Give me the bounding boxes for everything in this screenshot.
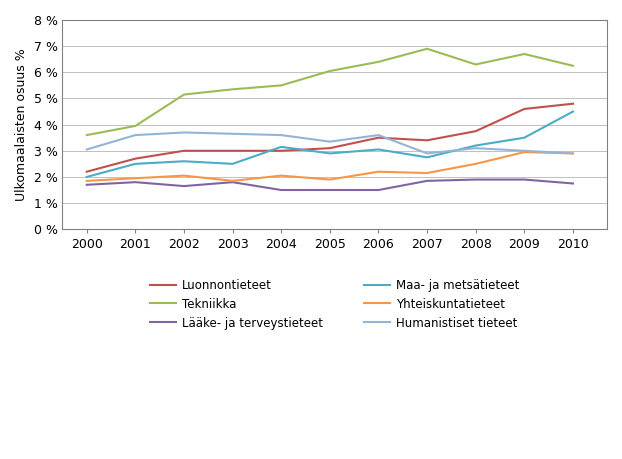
Tekniikka	[472, 62, 480, 67]
Tekniikka	[83, 132, 90, 138]
Tekniikka	[521, 51, 528, 57]
Maa- ja metsätieteet	[83, 174, 90, 179]
Yhteiskuntatieteet	[472, 161, 480, 167]
Lääke- ja terveystieteet	[472, 177, 480, 182]
Yhteiskuntatieteet	[569, 151, 577, 156]
Maa- ja metsätieteet	[424, 155, 431, 160]
Luonnontieteet	[521, 106, 528, 112]
Yhteiskuntatieteet	[83, 178, 90, 184]
Tekniikka	[424, 46, 431, 51]
Maa- ja metsätieteet	[521, 135, 528, 140]
Humanistiset tieteet	[424, 151, 431, 156]
Y-axis label: Ulkomaalaisten osuus %: Ulkomaalaisten osuus %	[15, 48, 28, 201]
Tekniikka	[569, 63, 577, 68]
Line: Luonnontieteet: Luonnontieteet	[86, 104, 573, 172]
Lääke- ja terveystieteet	[229, 179, 236, 185]
Lääke- ja terveystieteet	[326, 187, 333, 193]
Luonnontieteet	[180, 148, 188, 153]
Tekniikka	[326, 68, 333, 74]
Humanistiset tieteet	[229, 131, 236, 136]
Humanistiset tieteet	[83, 147, 90, 152]
Luonnontieteet	[472, 129, 480, 134]
Yhteiskuntatieteet	[132, 175, 139, 181]
Lääke- ja terveystieteet	[132, 179, 139, 185]
Maa- ja metsätieteet	[180, 158, 188, 164]
Lääke- ja terveystieteet	[374, 187, 382, 193]
Tekniikka	[277, 83, 285, 88]
Line: Yhteiskuntatieteet: Yhteiskuntatieteet	[86, 152, 573, 181]
Luonnontieteet	[326, 146, 333, 151]
Yhteiskuntatieteet	[326, 177, 333, 182]
Maa- ja metsätieteet	[277, 144, 285, 150]
Tekniikka	[374, 59, 382, 65]
Yhteiskuntatieteet	[374, 169, 382, 174]
Humanistiset tieteet	[521, 148, 528, 153]
Tekniikka	[229, 87, 236, 92]
Maa- ja metsätieteet	[374, 147, 382, 152]
Lääke- ja terveystieteet	[277, 187, 285, 193]
Legend: Luonnontieteet, Tekniikka, Lääke- ja terveystieteet, Maa- ja metsätieteet, Yhtei: Luonnontieteet, Tekniikka, Lääke- ja ter…	[144, 273, 526, 336]
Humanistiset tieteet	[326, 139, 333, 145]
Lääke- ja terveystieteet	[521, 177, 528, 182]
Line: Tekniikka: Tekniikka	[86, 49, 573, 135]
Line: Humanistiset tieteet: Humanistiset tieteet	[86, 133, 573, 153]
Luonnontieteet	[424, 138, 431, 143]
Luonnontieteet	[569, 101, 577, 106]
Yhteiskuntatieteet	[521, 149, 528, 155]
Yhteiskuntatieteet	[277, 173, 285, 179]
Humanistiset tieteet	[180, 130, 188, 135]
Yhteiskuntatieteet	[229, 178, 236, 184]
Line: Maa- ja metsätieteet: Maa- ja metsätieteet	[86, 112, 573, 177]
Luonnontieteet	[83, 169, 90, 174]
Lääke- ja terveystieteet	[180, 183, 188, 189]
Maa- ja metsätieteet	[326, 151, 333, 156]
Lääke- ja terveystieteet	[83, 182, 90, 188]
Yhteiskuntatieteet	[424, 170, 431, 176]
Luonnontieteet	[229, 148, 236, 153]
Maa- ja metsätieteet	[132, 161, 139, 167]
Lääke- ja terveystieteet	[569, 181, 577, 186]
Humanistiset tieteet	[277, 132, 285, 138]
Luonnontieteet	[277, 148, 285, 153]
Humanistiset tieteet	[374, 132, 382, 138]
Humanistiset tieteet	[472, 146, 480, 151]
Luonnontieteet	[132, 156, 139, 162]
Humanistiset tieteet	[569, 151, 577, 156]
Tekniikka	[132, 123, 139, 129]
Tekniikka	[180, 92, 188, 97]
Maa- ja metsätieteet	[229, 161, 236, 167]
Maa- ja metsätieteet	[569, 109, 577, 114]
Luonnontieteet	[374, 135, 382, 140]
Maa- ja metsätieteet	[472, 143, 480, 148]
Humanistiset tieteet	[132, 132, 139, 138]
Yhteiskuntatieteet	[180, 173, 188, 179]
Line: Lääke- ja terveystieteet: Lääke- ja terveystieteet	[86, 179, 573, 190]
Lääke- ja terveystieteet	[424, 178, 431, 184]
